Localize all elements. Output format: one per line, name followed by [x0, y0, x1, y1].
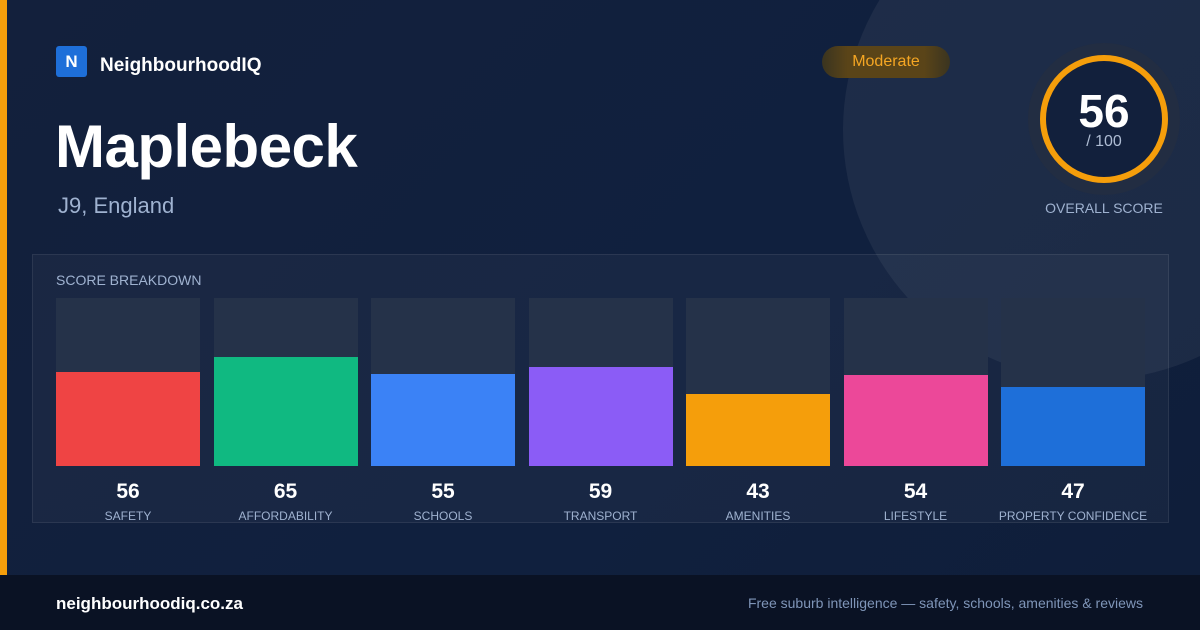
bar-column-property-confidence: 47 PROPERTY CONFIDENCE	[999, 298, 1147, 528]
bar	[1001, 387, 1145, 466]
bar-value-label: 65	[273, 480, 298, 503]
overall-score-value: 56	[1078, 85, 1130, 137]
brand-logo: N	[56, 46, 87, 77]
bar	[371, 373, 515, 466]
bar-column-transport: 59 TRANSPORT	[528, 298, 673, 528]
bar-column-schools: 55 SCHOOLS	[371, 298, 515, 528]
bar-column-safety: 56 SAFETY	[56, 298, 200, 528]
bar-value-label: 56	[116, 480, 140, 503]
brand-name: NeighbourhoodIQ	[100, 55, 262, 76]
bar-track	[1001, 298, 1145, 466]
bar-column-affordability: 65 AFFORDABILITY	[213, 298, 358, 528]
footer-domain: neighbourhoodiq.co.za	[56, 594, 243, 613]
bar	[528, 366, 673, 466]
brand-logo-letter: N	[65, 51, 78, 71]
overall-score-max: / 100	[1086, 133, 1122, 150]
rating-badge-label: Moderate	[852, 53, 920, 70]
bar-track	[843, 298, 988, 466]
bar-category-label: AFFORDABILITY	[238, 509, 333, 523]
suburb-title: Maplebeck	[55, 113, 358, 180]
bar-track	[528, 298, 673, 466]
accent-bar	[0, 0, 7, 575]
bar-track	[56, 298, 200, 466]
bar-category-label: SCHOOLS	[413, 509, 473, 523]
score-breakdown-panel	[32, 254, 1169, 523]
footer: neighbourhoodiq.co.za Free suburb intell…	[0, 575, 1200, 630]
bar-value-label: 43	[746, 480, 770, 503]
bar-category-label: PROPERTY CONFIDENCE	[998, 509, 1148, 523]
bar-value-label: 47	[1061, 480, 1085, 503]
bar	[213, 356, 358, 466]
bar-track	[213, 298, 358, 466]
bar-column-amenities: 43 AMENITIES	[686, 298, 830, 528]
bar-category-label: LIFESTYLE	[883, 509, 948, 523]
bar	[56, 371, 200, 466]
suburb-location: J9, England	[58, 193, 175, 218]
bar-category-label: AMENITIES	[725, 509, 791, 523]
bar-value-label: 54	[903, 480, 928, 503]
score-ring-inner	[1043, 58, 1165, 180]
bar-value-label: 59	[588, 480, 613, 503]
overall-score-label: OVERALL SCORE	[1045, 200, 1163, 216]
bar-track	[371, 298, 515, 466]
bar-column-lifestyle: 54 LIFESTYLE	[843, 298, 988, 528]
rating-badge: Moderate	[822, 46, 950, 78]
bar-category-label: SAFETY	[104, 509, 152, 523]
bar-value-label: 55	[431, 480, 455, 503]
overall-score-ring	[1028, 43, 1180, 195]
bar-category-label: TRANSPORT	[563, 509, 638, 523]
score-breakdown-title: SCORE BREAKDOWN	[56, 272, 202, 288]
bar	[686, 393, 830, 466]
footer-tagline: Free suburb intelligence — safety, schoo…	[747, 595, 1143, 611]
main-area: N NeighbourhoodIQ Maplebeck J9, England …	[0, 0, 1200, 575]
bar-track	[686, 298, 830, 466]
bar	[843, 375, 988, 466]
score-ring-arc	[1040, 55, 1168, 183]
